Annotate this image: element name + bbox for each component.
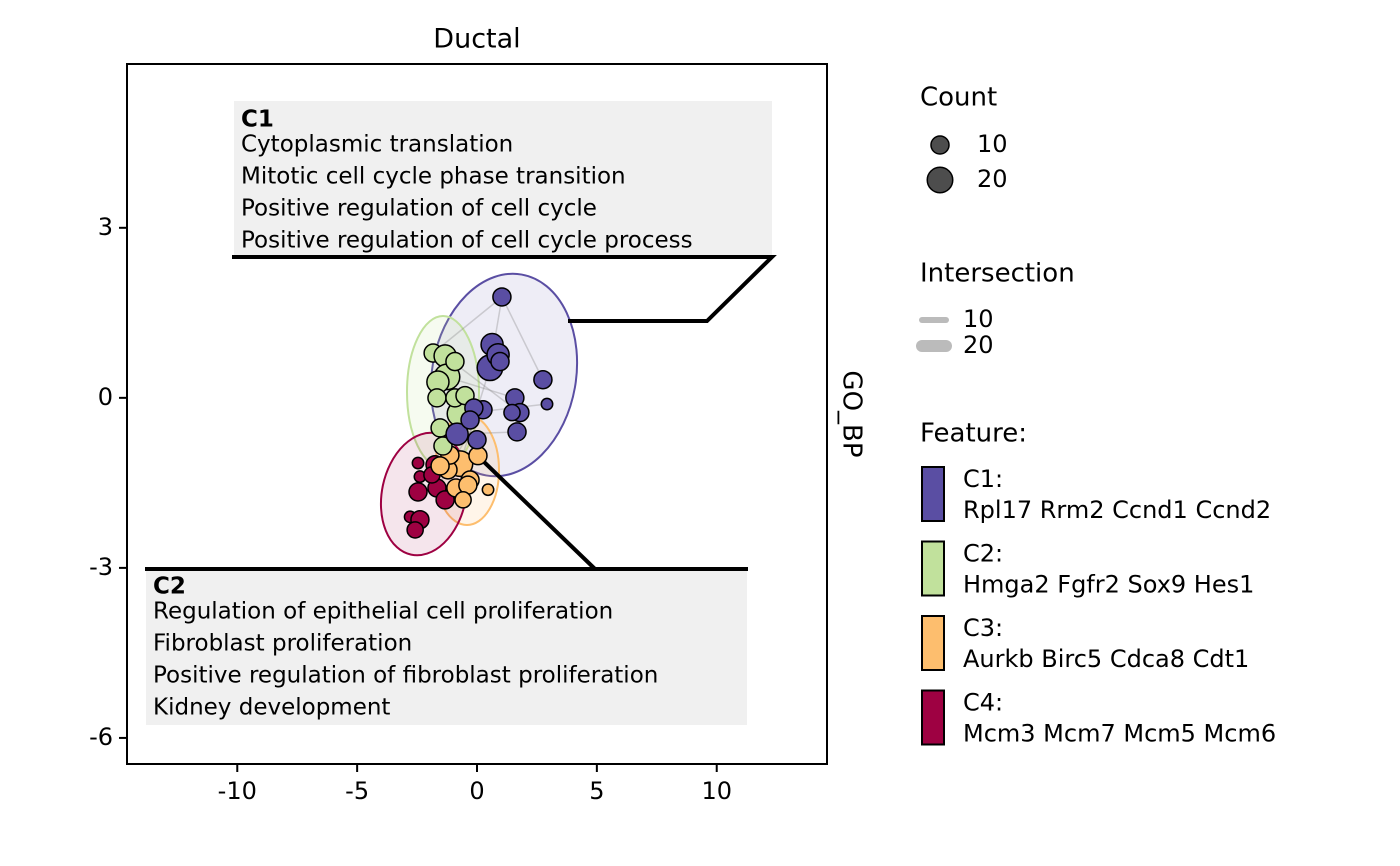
legend-name: C1: [963,465,1003,493]
y-tick-label: 3 [98,213,113,241]
legend-width-label: 10 [963,305,994,333]
legend-swatch [921,540,945,597]
legend-swatch [921,689,945,746]
legend-width-label: 20 [963,331,994,359]
chart-title: Ductal [433,24,520,55]
callout-line [480,458,597,571]
callout-line [232,255,777,323]
x-tick-label: -10 [218,777,257,805]
point [427,388,447,408]
annotation-term: Positive regulation of cell cycle [241,196,597,222]
legend-size-label: 10 [977,130,1008,158]
legend-title: Feature: [920,419,1027,449]
x-tick-label: 10 [701,777,732,805]
facet-label: GO_BP [837,370,867,457]
legend-genes: Rpl17 Rrm2 Ccnd1 Ccnd2 [963,496,1271,524]
legend-swatch [921,466,945,522]
point [533,369,553,390]
point [492,287,512,307]
legend-name: C2: [963,540,1003,568]
point [540,397,554,411]
legend-swatch [921,615,945,671]
point [467,430,487,450]
point [454,491,472,509]
point [430,456,450,476]
y-tick-label: -6 [89,723,113,751]
legend-genes: Hmga2 Fgfr2 Sox9 Hes1 [963,571,1254,599]
point [411,456,425,470]
point [460,410,480,430]
legend-size-label: 20 [977,165,1008,193]
point [503,403,521,422]
annotation-term: Kidney development [153,695,390,721]
annotation-term: Positive regulation of cell cycle proces… [241,228,693,254]
point [445,422,469,446]
annotation-box [234,101,772,256]
x-tick-label: 0 [469,777,484,805]
legend-title: Count [920,83,997,113]
x-tick-label: 5 [589,777,604,805]
legend-name: C3: [963,614,1003,642]
annotation-term: Regulation of epithelial cell proliferat… [153,599,613,625]
annotation-label: C1 [241,107,274,133]
legend-title: Intersection [920,259,1075,289]
point [408,482,428,502]
legend-size-key [926,166,954,194]
annotation-term: Fibroblast proliferation [153,631,412,657]
point [507,422,527,442]
annotation-box [146,571,747,725]
annotation-term: Mitotic cell cycle phase transition [241,164,626,190]
y-tick-label: -3 [89,553,113,581]
legend-size-key [930,135,950,155]
legend-genes: Aurkb Birc5 Cdca8 Cdt1 [963,645,1249,673]
legend-name: C4: [963,689,1003,717]
y-tick-label: 0 [98,383,113,411]
point [490,351,510,372]
annotation-term: Positive regulation of fibroblast prolif… [153,663,658,689]
annotation-label: C2 [153,574,186,600]
annotation-term: Cytoplasmic translation [241,132,513,158]
point [433,436,453,456]
x-tick-label: -5 [345,777,369,805]
point [406,521,424,539]
point [445,351,465,372]
point [481,483,495,497]
legend-genes: Mcm3 Mcm7 Mcm5 Mcm6 [963,720,1276,748]
